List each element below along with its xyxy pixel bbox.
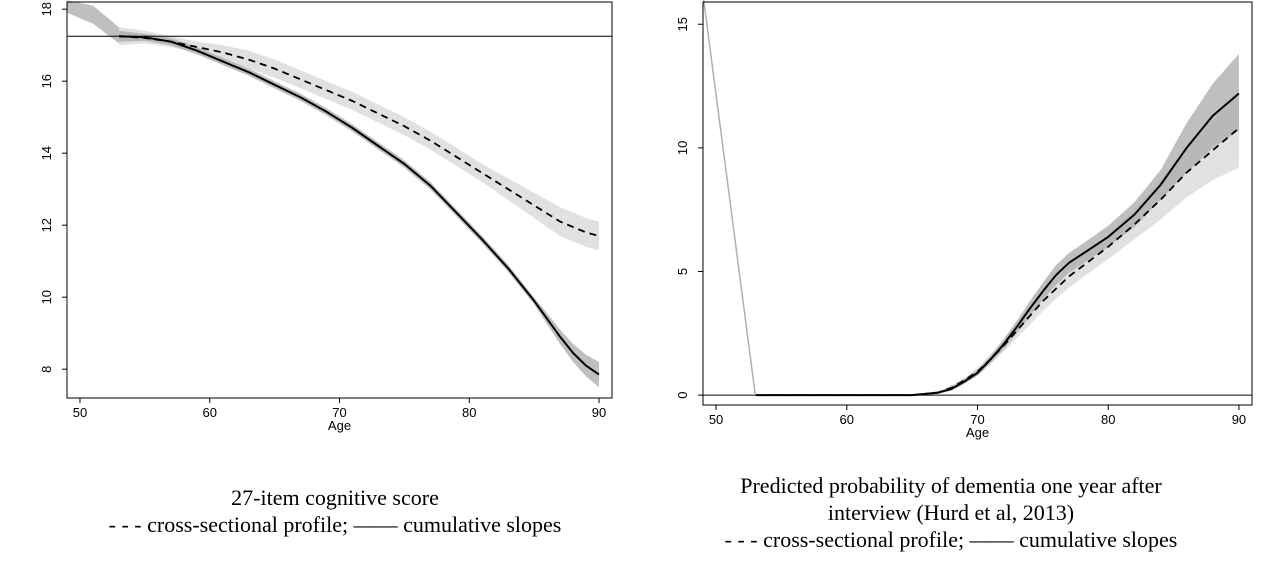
dem-plot-area: [703, 0, 1252, 397]
dem-y-tick-label-15: 15: [675, 17, 690, 31]
dem-x-tick-label-90: 90: [1232, 412, 1246, 427]
dem-y-tick-label-5: 5: [675, 268, 690, 275]
cog-x-tick-label-50: 50: [73, 405, 87, 420]
dem-x-tick-label-60: 60: [840, 412, 854, 427]
cog-y-tick-label-16: 16: [39, 74, 54, 88]
dem-y-tick-label-10: 10: [675, 141, 690, 155]
cog-x-tick-label-70: 70: [332, 405, 346, 420]
dem-y-tick-label-0: 0: [675, 391, 690, 398]
cog-series-0-ci-band: [118, 27, 600, 251]
cog-series-1-line: [118, 35, 600, 376]
cog-series-2-ci-band: [67, 0, 119, 44]
cog-x-tick-label-90: 90: [592, 405, 606, 420]
cog-x-axis-label: Age: [328, 418, 351, 433]
left-caption-line-1: 27-item cognitive score: [231, 485, 439, 510]
right-caption: Predicted probability of dementia one ye…: [640, 472, 1262, 553]
dem-x-axis-label: Age: [966, 425, 989, 440]
cog-x-tick-label-60: 60: [203, 405, 217, 420]
dem-x-tick-label-70: 70: [970, 412, 984, 427]
dem-series-1-line: [755, 92, 1240, 397]
dem-x-tick-label-50: 50: [709, 412, 723, 427]
cog-y-tick-label-10: 10: [39, 290, 54, 304]
cog-y-tick-label-14: 14: [39, 146, 54, 160]
cog-y-tick-label-12: 12: [39, 218, 54, 232]
right-caption-line-1: Predicted probability of dementia one ye…: [740, 473, 1162, 498]
dem-series-1-ci-band: [755, 53, 1239, 396]
dem-x-tick-label-80: 80: [1101, 412, 1115, 427]
dem-chart: 50 60 70 80 90 Age 0 5 10 15: [675, 0, 1253, 440]
right-caption-line-3: - - - cross-sectional profile; —— cumula…: [724, 527, 1178, 552]
left-caption: 27-item cognitive score - - - cross-sect…: [0, 484, 670, 538]
dem-series-2-line: [703, 0, 757, 396]
cog-x-tick-label-80: 80: [462, 405, 476, 420]
right-caption-line-2: interview (Hurd et al, 2013): [827, 500, 1075, 525]
cog-chart: 50 60 70 80 90 Age 8 10 12 14 16 18: [39, 0, 613, 433]
dem-series-0-line: [755, 127, 1240, 396]
left-caption-line-2: - - - cross-sectional profile; —— cumula…: [108, 512, 562, 537]
cog-series-0-line: [118, 35, 600, 237]
cog-plot-area: [67, 0, 612, 388]
cog-y-tick-label-18: 18: [39, 2, 54, 16]
cog-y-tick-label-8: 8: [39, 366, 54, 373]
